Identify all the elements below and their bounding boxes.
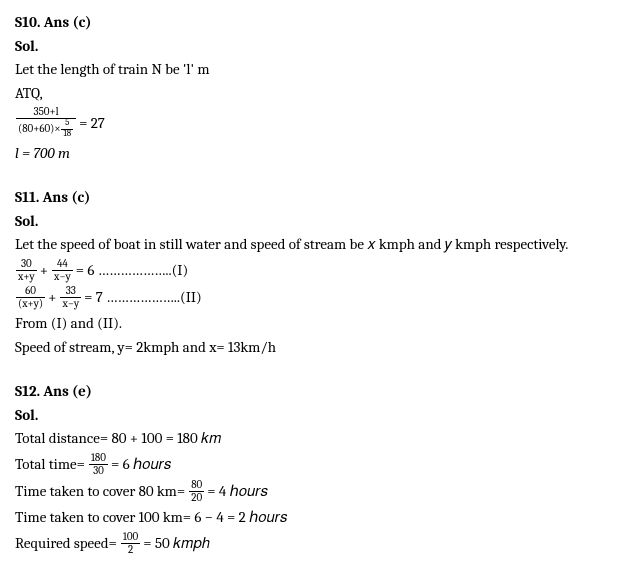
fraction: 44 x−y [52,258,73,283]
equation-1: 30 x+y + 44 x−y = 6 ………………..(I) [15,258,620,283]
equation: Total time= 180 30 = 6 ℎ𝑜𝑢𝑟𝑠 [15,452,620,477]
den-text: (80+60)× [18,122,60,135]
heading-s10: S10. Ans (c) [15,11,620,34]
numerator: 44 [52,258,73,271]
denominator: (80+60)× 5 18 [16,119,76,140]
sol-label: Sol. [15,210,620,233]
post-text: = 50 𝑘𝑚𝑝ℎ [143,532,210,555]
fraction: 100 2 [121,531,140,556]
fraction: 33 x−y [60,285,81,310]
fraction: 180 30 [89,452,108,477]
inner-fraction: 5 18 [61,119,73,140]
result: l = 700 m [15,142,620,165]
numerator: 100 [121,531,140,544]
fraction: 80 20 [189,479,204,504]
fraction: 350+l (80+60)× 5 18 [16,106,76,140]
text-line: ATQ, [15,82,620,105]
denominator: 30 [89,465,108,477]
inner-den: 18 [61,130,73,140]
plus: + [48,286,56,309]
denominator: (x+y) [16,298,45,310]
text-line: Total distance= 80 + 100 = 180 𝑘𝑚 [15,427,620,450]
plus: + [40,259,48,282]
solution-s11: S11. Ans (c) Sol. Let the speed of boat … [15,186,620,358]
denominator: 2 [121,544,140,556]
text-line: From (I) and (II). [15,312,620,335]
pre-text: Required speed= [15,532,117,555]
rhs: = 7 ………………..(II) [84,286,202,309]
denominator: x−y [60,298,81,310]
solution-s12: S12. Ans (e) Sol. Total distance= 80 + 1… [15,380,620,556]
rhs: = 6 ………………..(I) [76,259,188,282]
rhs: = 27 [79,112,105,135]
solution-s10: S10. Ans (c) Sol. Let the length of trai… [15,11,620,164]
denominator: 20 [189,492,204,504]
pre-text: Total time= [15,453,85,476]
equation-2: 60 (x+y) + 33 x−y = 7 ………………..(II) [15,285,620,310]
equation: Required speed= 100 2 = 50 𝑘𝑚𝑝ℎ [15,531,620,556]
post-text: = 6 ℎ𝑜𝑢𝑟𝑠 [111,453,171,476]
equation: 350+l (80+60)× 5 18 = 27 [15,106,620,140]
text-line: Let the speed of boat in still water and… [15,233,620,256]
text-line: Let the length of train N be 'l' m [15,58,620,81]
result: Speed of stream, y= 2kmph and x= 13km/h [15,336,620,359]
numerator: 180 [89,452,108,465]
text-line: Time taken to cover 100 km= 6 − 4 = 2 ℎ𝑜… [15,506,620,529]
equation: Time taken to cover 80 km= 80 20 = 4 ℎ𝑜𝑢… [15,479,620,504]
heading-s12: S12. Ans (e) [15,380,620,403]
denominator: x+y [16,271,37,283]
pre-text: Time taken to cover 80 km= [15,480,185,503]
sol-label: Sol. [15,404,620,427]
sol-label: Sol. [15,35,620,58]
numerator: 30 [16,258,37,271]
heading-s11: S11. Ans (c) [15,186,620,209]
fraction: 60 (x+y) [16,285,45,310]
post-text: = 4 ℎ𝑜𝑢𝑟𝑠 [207,480,268,503]
denominator: x−y [52,271,73,283]
fraction: 30 x+y [16,258,37,283]
